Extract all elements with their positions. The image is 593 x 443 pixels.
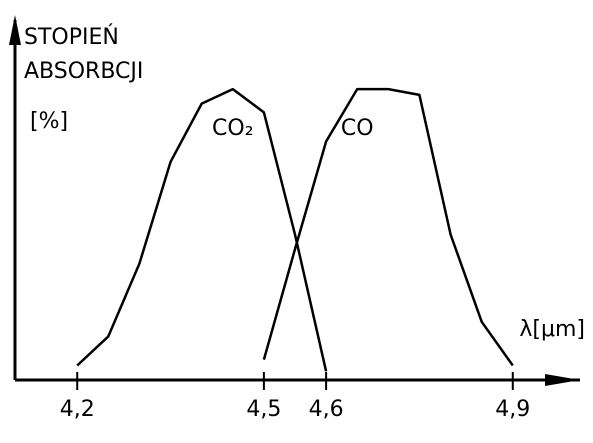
y-label: ABSORBCJI (24, 59, 143, 84)
y-axis-arrow (9, 15, 21, 45)
line (76, 87, 328, 372)
x-tick-label: 4,5 (246, 397, 281, 422)
y-label: [%] (30, 109, 68, 134)
line (262, 87, 514, 367)
y-label: STOPIEŃ (24, 24, 119, 50)
x-tick-label: 4,2 (60, 397, 95, 422)
x-tick-label: 4,6 (309, 397, 344, 422)
x-tick-label: 4,9 (495, 397, 530, 422)
x-label: λ[μm] (519, 317, 585, 342)
series-label: CO (341, 116, 374, 141)
series-label: CO₂ (212, 116, 254, 141)
x-axis-arrow (545, 374, 580, 386)
